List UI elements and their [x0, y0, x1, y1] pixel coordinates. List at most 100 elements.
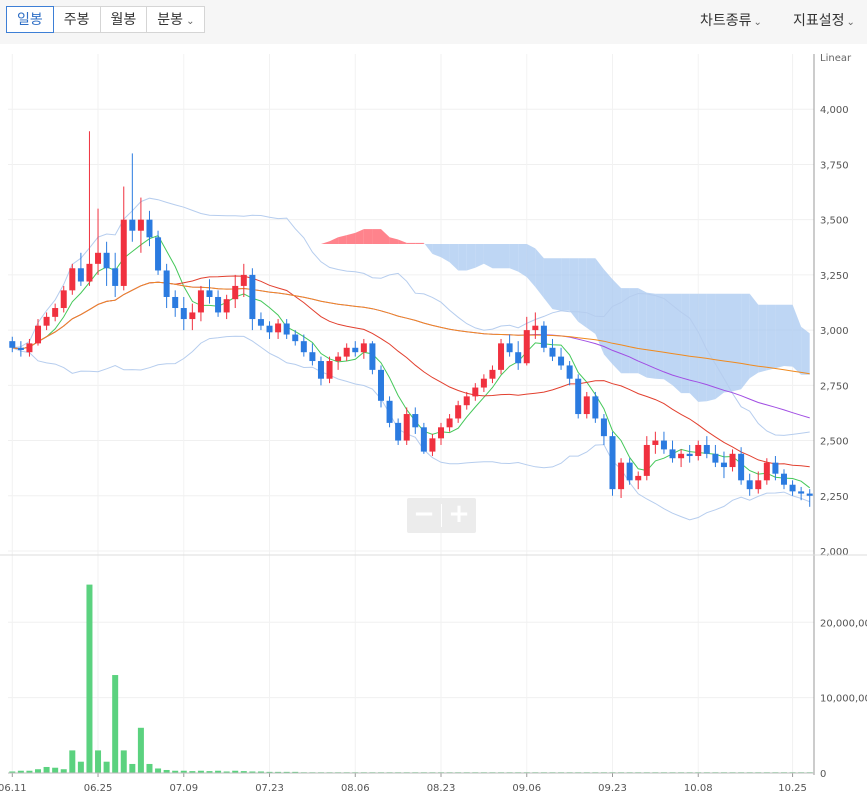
time-tick-label: 09.06 — [512, 783, 541, 794]
candle-body — [369, 343, 376, 370]
candle — [43, 312, 50, 331]
price-tick-label: 2,750 — [820, 381, 849, 392]
candle — [232, 274, 239, 309]
candle — [172, 290, 179, 317]
candle — [532, 312, 539, 339]
candle-body — [489, 369, 496, 379]
volume-bar — [60, 769, 67, 773]
candle-body — [480, 378, 487, 388]
volume-bar — [240, 771, 247, 773]
cloud-segment — [235, 344, 244, 347]
cloud-segment — [492, 244, 501, 269]
candle-body — [95, 252, 102, 264]
candle-body — [86, 263, 93, 282]
candle — [446, 414, 453, 432]
bollinger-lower — [12, 335, 810, 521]
candle-body — [326, 361, 333, 379]
cloud-segment — [483, 244, 493, 269]
candle — [695, 440, 702, 461]
indicator-settings-menu[interactable]: 지표설정 ⌄ — [793, 13, 855, 29]
cloud-segment — [552, 258, 562, 311]
cloud-segment — [423, 242, 433, 254]
candle — [146, 210, 153, 247]
volume-bar — [112, 675, 119, 773]
tab-monthly[interactable]: 월봉 — [100, 6, 148, 33]
chevron-down-icon: ⌄ — [186, 16, 195, 27]
time-tick-label: 07.23 — [255, 783, 284, 794]
cloud-segment — [518, 244, 527, 278]
candle-body — [377, 369, 384, 401]
cloud-segment — [363, 229, 373, 244]
chevron-down-icon: ⌄ — [846, 17, 855, 28]
volume-bar — [9, 771, 16, 773]
price-tick-label: 2,500 — [820, 437, 849, 448]
candle — [480, 374, 487, 392]
cloud-segment — [784, 304, 793, 367]
candle-body — [317, 361, 324, 379]
stock-chart[interactable]: 2,000 2,250 2,500 2,750 3,000 3,250 3,500 3,750… — [0, 44, 867, 808]
candle — [643, 436, 650, 481]
volume-bar — [129, 763, 136, 773]
candle-body — [532, 325, 539, 331]
cloud-segment — [432, 244, 441, 258]
candle — [197, 285, 204, 322]
ma120-line — [12, 281, 810, 375]
cloud-segment — [638, 288, 647, 378]
volume-bar — [197, 770, 204, 773]
candle — [789, 480, 796, 496]
candle-body — [540, 325, 547, 348]
candle — [77, 252, 84, 286]
candle — [317, 356, 324, 386]
candle — [300, 334, 307, 357]
candle — [215, 290, 222, 317]
candle-body — [180, 308, 187, 320]
candle — [26, 338, 33, 357]
candle — [498, 338, 505, 375]
candle-body — [738, 453, 745, 481]
cloud-segment — [526, 244, 536, 287]
tab-minute[interactable]: 분봉 ⌄ — [147, 6, 206, 33]
cloud-segment — [295, 304, 304, 311]
tab-weekly[interactable]: 주봉 — [53, 6, 101, 33]
candle-body — [660, 440, 667, 450]
candle-body — [583, 396, 590, 415]
chart-type-menu[interactable]: 차트종류 ⌄ — [700, 13, 762, 29]
cloud-segment — [621, 288, 630, 374]
candle — [506, 334, 513, 357]
candle-body — [163, 270, 170, 297]
tab-daily[interactable]: 일봉 — [6, 6, 54, 33]
ichimoku-cloud — [235, 229, 810, 402]
candle-body — [635, 475, 642, 481]
candle-body — [223, 299, 230, 313]
candle-body — [472, 387, 479, 397]
cloud-segment — [321, 241, 330, 244]
cloud-segment — [629, 288, 639, 374]
candle — [738, 447, 745, 485]
candle-body — [703, 444, 710, 454]
candle-body — [206, 290, 213, 297]
price-tick-label: 3,000 — [820, 326, 849, 337]
candle-body — [172, 296, 179, 309]
candle-body — [77, 268, 84, 282]
candle — [678, 449, 685, 468]
candle — [155, 230, 162, 275]
volume-bar — [155, 768, 162, 773]
zoom-in-button[interactable]: + — [448, 499, 470, 529]
candle-body — [343, 347, 350, 357]
ma5-line — [12, 234, 811, 489]
candle-body — [17, 347, 24, 350]
volume-bars — [9, 584, 813, 774]
candle-body — [498, 343, 505, 370]
volume-bar — [292, 771, 299, 773]
candle — [558, 347, 565, 370]
candle-body — [395, 422, 402, 441]
volume-bar — [17, 770, 24, 773]
candle — [798, 486, 805, 501]
volume-bar — [26, 770, 33, 773]
candle-body — [575, 378, 582, 415]
candle — [489, 365, 496, 384]
cloud-segment — [749, 293, 759, 379]
candle-body — [60, 290, 67, 309]
zoom-out-button[interactable]: − — [413, 499, 435, 529]
candle-body — [515, 352, 522, 364]
